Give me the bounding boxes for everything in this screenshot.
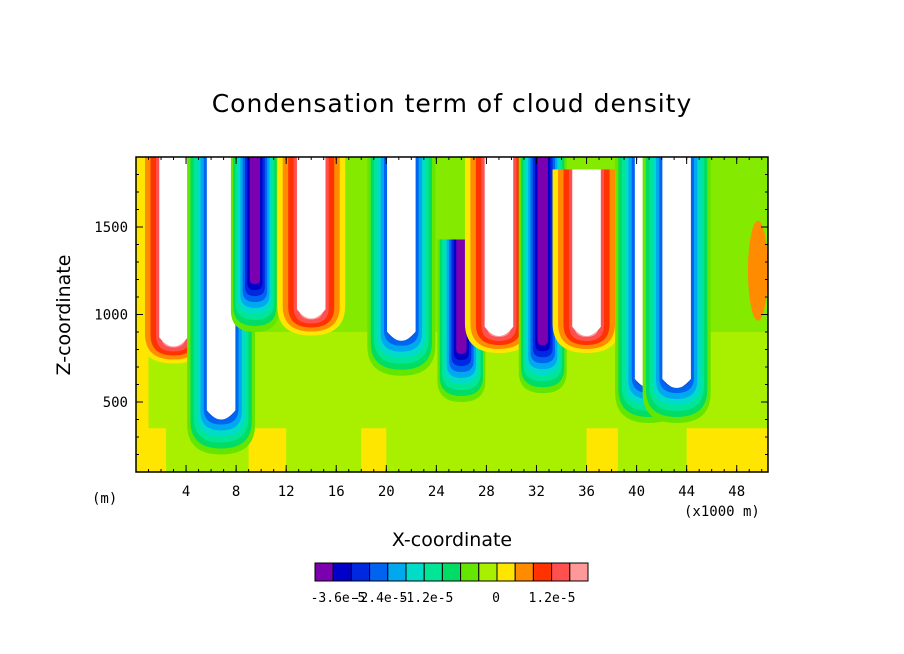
plot-area bbox=[136, 157, 768, 472]
colorbar-label: -3.6e-5 bbox=[311, 591, 366, 606]
x-tick-label: 36 bbox=[578, 484, 595, 500]
x-tick-label: 44 bbox=[678, 484, 695, 500]
chart-title: Condensation term of cloud density bbox=[212, 89, 693, 118]
y-tick-label: 1500 bbox=[94, 220, 128, 236]
plume-2-level-8 bbox=[249, 157, 261, 284]
colorbar-swatch bbox=[423, 562, 443, 582]
bottom-patch bbox=[686, 428, 768, 472]
y-tick-label: 500 bbox=[103, 395, 128, 411]
x-axis: 4 8 12 16 20 24 28 32 36 40 44 48 bbox=[148, 157, 763, 500]
plume-8-undefined-core bbox=[572, 169, 601, 337]
colorbar-swatch bbox=[441, 562, 462, 582]
plume-0-undefined-core bbox=[159, 157, 188, 347]
x-tick-label: 40 bbox=[628, 484, 645, 500]
colorbar-label: -2.4e-5 bbox=[353, 591, 408, 606]
bottom-patch bbox=[361, 428, 387, 472]
plume-10-undefined-core bbox=[662, 157, 691, 389]
bottom-patch bbox=[586, 428, 618, 472]
x-unit-right: (x1000 m) bbox=[684, 504, 760, 520]
bottom-patch bbox=[248, 428, 287, 472]
colorbar-swatch bbox=[387, 562, 407, 582]
colorbar-label: 0 bbox=[492, 591, 500, 606]
colorbar-swatch bbox=[478, 562, 498, 582]
colorbar-swatch bbox=[460, 562, 480, 582]
colorbar-swatch bbox=[405, 562, 425, 582]
plume-3-undefined-core bbox=[296, 157, 326, 319]
colorbar-label: 1.2e-5 bbox=[529, 591, 576, 606]
x-unit-left: (m) bbox=[92, 491, 117, 507]
x-tick-label: 4 bbox=[182, 484, 190, 500]
colorbar-swatch bbox=[569, 562, 589, 582]
colorbar-swatch bbox=[350, 562, 371, 582]
x-tick-label: 8 bbox=[232, 484, 240, 500]
plume-4-undefined-core bbox=[387, 157, 416, 341]
colorbar-label: -1.2e-5 bbox=[399, 591, 454, 606]
x-tick-label: 16 bbox=[328, 484, 345, 500]
x-tick-label: 32 bbox=[528, 484, 545, 500]
plume-6-undefined-core bbox=[484, 157, 514, 337]
x-axis-label: X-coordinate bbox=[392, 529, 512, 551]
x-tick-label: 24 bbox=[428, 484, 445, 500]
x-tick-label: 28 bbox=[478, 484, 495, 500]
colorbar-swatch bbox=[551, 562, 571, 582]
plume-5-level-8 bbox=[456, 239, 467, 354]
colorbar-swatch bbox=[332, 562, 352, 582]
colorbar-swatch bbox=[314, 562, 334, 582]
x-tick-label: 12 bbox=[278, 484, 295, 500]
plume-1-undefined-core bbox=[206, 157, 236, 420]
y-axis-label: Z-coordinate bbox=[53, 255, 75, 376]
colorbar-swatch bbox=[496, 562, 516, 582]
x-tick-label: 20 bbox=[378, 484, 395, 500]
right-edge-cell bbox=[747, 220, 768, 321]
colorbar-swatch bbox=[514, 562, 534, 582]
colorbar-swatch bbox=[532, 562, 553, 582]
colorbar-swatch bbox=[369, 562, 389, 582]
y-axis: 500 1000 1500 bbox=[94, 174, 768, 455]
x-tick-label: 48 bbox=[728, 484, 745, 500]
colorbar: -3.6e-5-2.4e-5-1.2e-5 0 1.2e-5 bbox=[311, 562, 589, 606]
y-tick-label: 1000 bbox=[94, 308, 128, 324]
plume-7-level-8 bbox=[537, 157, 548, 346]
